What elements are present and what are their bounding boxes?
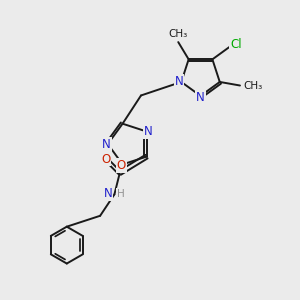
Text: N: N	[103, 187, 112, 200]
Text: N: N	[175, 75, 183, 88]
Text: CH₃: CH₃	[244, 80, 263, 91]
Text: N: N	[102, 138, 111, 151]
Text: N: N	[196, 91, 205, 104]
Text: Cl: Cl	[230, 38, 242, 51]
Text: O: O	[116, 159, 126, 172]
Text: H: H	[117, 189, 125, 199]
Text: O: O	[101, 152, 110, 166]
Text: CH₃: CH₃	[169, 29, 188, 39]
Text: N: N	[144, 125, 152, 138]
